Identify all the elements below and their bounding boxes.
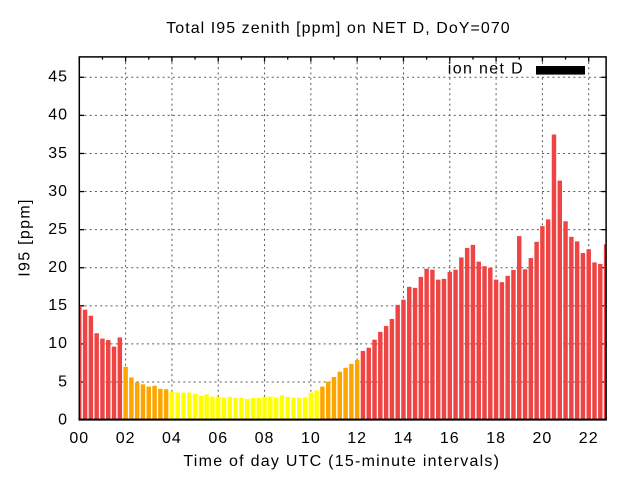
svg-text:00: 00 xyxy=(69,430,89,447)
svg-text:06: 06 xyxy=(208,430,228,447)
svg-text:22: 22 xyxy=(579,430,599,447)
svg-text:5: 5 xyxy=(58,373,68,390)
svg-text:30: 30 xyxy=(48,183,68,200)
svg-text:20: 20 xyxy=(48,259,68,276)
svg-text:12: 12 xyxy=(347,430,367,447)
svg-text:35: 35 xyxy=(48,145,68,162)
svg-text:15: 15 xyxy=(48,297,68,314)
svg-text:Total I95 zenith [ppm] on NET: Total I95 zenith [ppm] on NET D, DoY=070 xyxy=(166,20,511,37)
svg-text:40: 40 xyxy=(48,107,68,124)
svg-text:16: 16 xyxy=(440,430,460,447)
svg-text:04: 04 xyxy=(162,430,182,447)
svg-text:18: 18 xyxy=(486,430,506,447)
svg-text:I95 [ppm]: I95 [ppm] xyxy=(17,198,34,276)
svg-text:20: 20 xyxy=(533,430,553,447)
svg-text:Time of day UTC (15-minute int: Time of day UTC (15-minute intervals) xyxy=(183,453,500,470)
svg-text:08: 08 xyxy=(255,430,275,447)
svg-text:25: 25 xyxy=(48,221,68,238)
svg-text:45: 45 xyxy=(48,69,68,86)
svg-text:14: 14 xyxy=(394,430,414,447)
svg-text:ion net D: ion net D xyxy=(448,61,524,78)
svg-text:10: 10 xyxy=(48,335,68,352)
svg-text:02: 02 xyxy=(116,430,136,447)
svg-text:10: 10 xyxy=(301,430,321,447)
svg-text:0: 0 xyxy=(58,411,68,428)
